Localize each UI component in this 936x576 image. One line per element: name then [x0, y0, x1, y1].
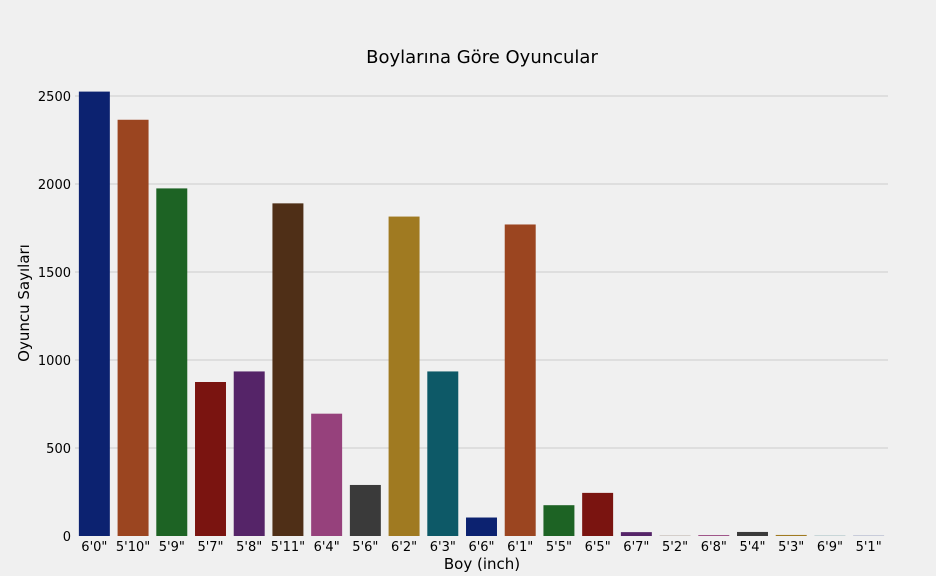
bar — [272, 203, 304, 537]
bar — [698, 535, 730, 536]
bar — [427, 371, 459, 536]
bar — [117, 119, 149, 536]
bar — [775, 534, 807, 536]
chart-title: Boylarına Göre Oyuncular — [366, 47, 598, 68]
bar — [233, 371, 265, 536]
x-tick-label: 5'7" — [197, 540, 223, 555]
x-tick-label: 5'10" — [116, 540, 150, 555]
bar — [311, 413, 343, 536]
bar — [78, 91, 110, 536]
x-tick-label: 6'9" — [817, 540, 843, 555]
x-tick-label: 6'2" — [391, 540, 417, 555]
bar — [349, 484, 381, 536]
bar — [504, 224, 536, 537]
y-axis-label: Oyuncu Sayıları — [15, 244, 33, 362]
x-tick-label: 6'7" — [623, 540, 649, 555]
x-tick-label: 5'8" — [236, 540, 262, 555]
x-tick-label: 6'4" — [314, 540, 340, 555]
x-tick-label: 5'5" — [546, 540, 572, 555]
x-tick-label: 5'4" — [739, 540, 765, 555]
bar — [388, 216, 420, 536]
bar — [543, 505, 575, 536]
bar — [582, 492, 614, 536]
y-tick-label: 1000 — [38, 354, 71, 369]
x-axis-ticks: 6'0" 5'10" 5'9" 5'7" 5'8" 5'11" 6'4" 5'6" 6'2" 6'… — [81, 540, 881, 555]
x-tick-label: 5'2" — [662, 540, 688, 555]
x-tick-label: 6'8" — [701, 540, 727, 555]
x-tick-label: 5'9" — [159, 540, 185, 555]
bar — [620, 532, 652, 536]
bar — [195, 382, 226, 536]
x-tick-label: 5'6" — [352, 540, 378, 555]
x-tick-label: 5'11" — [271, 540, 305, 555]
y-tick-label: 2500 — [38, 90, 71, 105]
y-tick-label: 1500 — [38, 266, 71, 281]
x-tick-label: 6'5" — [585, 540, 611, 555]
x-tick-label: 5'3" — [778, 540, 804, 555]
y-tick-label: 0 — [63, 530, 71, 545]
x-tick-label: 6'3" — [430, 540, 456, 555]
y-tick-label: 2000 — [38, 178, 71, 193]
bar — [156, 188, 188, 536]
x-tick-label: 6'1" — [507, 540, 533, 555]
bar — [737, 531, 768, 536]
gridlines — [75, 95, 888, 449]
x-tick-label: 5'1" — [856, 540, 882, 555]
bar — [466, 517, 497, 536]
x-tick-label: 6'6" — [468, 540, 494, 555]
x-axis-label: Boy (inch) — [444, 555, 520, 573]
y-axis-ticks: 0 500 1000 1500 2000 2500 — [38, 90, 71, 545]
y-tick-label: 500 — [46, 442, 71, 457]
x-tick-label: 6'0" — [81, 540, 107, 555]
bars — [78, 91, 885, 537]
